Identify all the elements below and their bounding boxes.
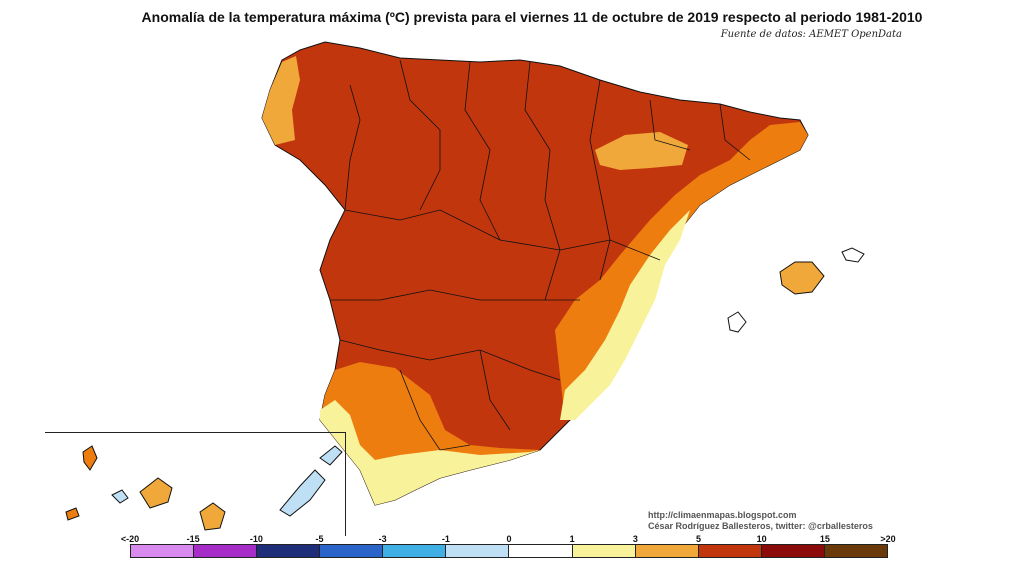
legend-swatch: [383, 545, 447, 557]
legend-tick-label: >20: [880, 534, 896, 544]
legend-swatch: [131, 545, 195, 557]
legend-tick-label: -15: [186, 534, 200, 544]
data-source: Fuente de datos: AEMET OpenData: [720, 29, 902, 40]
author-credit: César Rodríguez Ballesteros, twitter: @c…: [648, 521, 873, 531]
blog-url: http://climaenmapas.blogspot.com: [648, 510, 797, 520]
legend-swatch: [257, 545, 321, 557]
ibiza-island: [727, 311, 747, 333]
legend-tick-label: <-20: [120, 534, 140, 544]
legend-swatch: [824, 545, 887, 557]
legend-swatch: [761, 545, 825, 557]
credits: http://climaenmapas.blogspot.com César R…: [648, 510, 873, 532]
mallorca-island: [779, 261, 825, 295]
canary-islands: [65, 445, 343, 531]
legend-swatch: [446, 545, 510, 557]
legend-ticks: <-20 -15 -10 -5 -3 -1 0 1 3 5 10 15 >20: [0, 534, 1024, 544]
canary-inset-frame-top: [45, 432, 345, 433]
legend-swatch: [320, 545, 384, 557]
canary-inset-frame-right: [345, 432, 346, 536]
province-borders: [330, 59, 751, 451]
legend-swatch: [572, 545, 636, 557]
legend-tick-label: 1: [569, 534, 575, 544]
legend-tick-label: -5: [315, 534, 324, 544]
menorca-island: [841, 247, 865, 263]
ebro-valley-zone: [595, 132, 688, 170]
legend-tick-label: 10: [756, 534, 767, 544]
color-legend: [130, 544, 888, 558]
legend-tick-label: -1: [441, 534, 450, 544]
legend-swatch: [635, 545, 699, 557]
legend-tick-label: 15: [819, 534, 830, 544]
legend-tick-label: 3: [632, 534, 638, 544]
legend-swatch: [509, 545, 573, 557]
legend-swatch: [698, 545, 762, 557]
map-title: Anomalía de la temperatura máxima (ºC) p…: [141, 9, 923, 25]
andalucia-coast-zone: [320, 400, 540, 505]
legend-tick-label: -10: [249, 534, 263, 544]
legend-swatch: [194, 545, 258, 557]
legend-tick-label: -3: [378, 534, 387, 544]
levante-coast-zone: [560, 210, 690, 420]
legend-tick-label: 5: [695, 534, 702, 544]
galicia-coast-zone: [262, 56, 300, 145]
legend-tick-label: 0: [506, 534, 512, 544]
